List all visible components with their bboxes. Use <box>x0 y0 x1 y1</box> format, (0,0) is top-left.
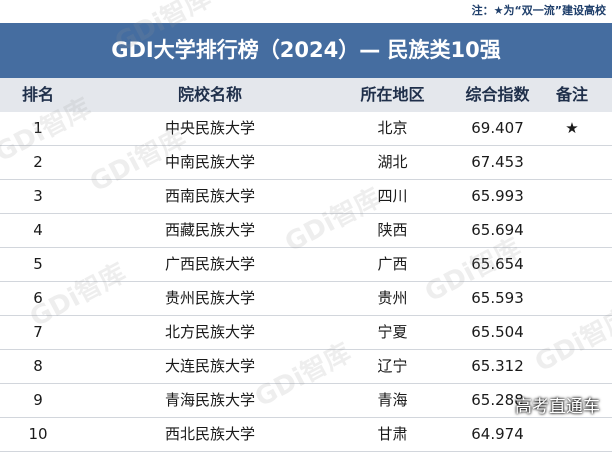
table-row: 6 贵州民族大学 贵州 65.593 <box>0 282 612 316</box>
school-cell: 广西民族大学 <box>164 255 255 273</box>
table-header: 排名 院校名称 所在地区 综合指数 备注 <box>0 78 612 112</box>
school-cell: 中南民族大学 <box>164 153 255 171</box>
score-cell: 65.312 <box>471 357 524 375</box>
rank-cell: 9 <box>33 391 43 409</box>
location-cell: 青海 <box>377 391 408 409</box>
header-location: 所在地区 <box>360 85 425 104</box>
score-cell: 65.993 <box>471 187 524 205</box>
location-cell: 湖北 <box>377 153 408 171</box>
table-row: 3 西南民族大学 四川 65.993 <box>0 180 612 214</box>
school-cell: 西南民族大学 <box>164 187 255 205</box>
footnote: 注：★为“双一流”建设高校 <box>471 4 606 17</box>
school-cell: 大连民族大学 <box>164 357 255 375</box>
score-cell: 67.453 <box>471 153 524 171</box>
rank-cell: 6 <box>33 289 43 307</box>
score-cell: 64.974 <box>471 425 524 443</box>
header-school: 院校名称 <box>177 85 242 104</box>
table-row: 8 大连民族大学 辽宁 65.312 <box>0 350 612 384</box>
source-credit: 高考直通车 <box>515 397 600 417</box>
rank-cell: 10 <box>28 425 48 443</box>
rank-cell: 3 <box>33 187 43 205</box>
rank-cell: 2 <box>33 153 43 171</box>
header-rank: 排名 <box>21 85 54 104</box>
table-title: GDI大学排行榜（2024）— 民族类10强 <box>0 23 612 78</box>
double-first-class-star-icon: ★ <box>565 119 579 137</box>
table-row: 10 西北民族大学 甘肃 64.974 <box>0 418 612 452</box>
table-row: 1 中央民族大学 北京 69.407 ★ <box>0 112 612 146</box>
location-cell: 贵州 <box>377 289 408 307</box>
table-row: 7 北方民族大学 宁夏 65.504 <box>0 316 612 350</box>
location-cell: 广西 <box>377 255 408 273</box>
school-cell: 北方民族大学 <box>164 323 255 341</box>
location-cell: 四川 <box>377 187 408 205</box>
rank-cell: 7 <box>33 323 43 341</box>
table-row: 4 西藏民族大学 陕西 65.694 <box>0 214 612 248</box>
rank-cell: 8 <box>33 357 43 375</box>
school-cell: 西北民族大学 <box>164 425 255 443</box>
score-cell: 65.593 <box>471 289 524 307</box>
location-cell: 辽宁 <box>377 357 408 375</box>
header-score: 综合指数 <box>465 85 530 104</box>
school-cell: 中央民族大学 <box>164 119 255 137</box>
score-cell: 65.654 <box>471 255 524 273</box>
score-cell: 69.407 <box>471 119 524 137</box>
location-cell: 北京 <box>377 119 408 137</box>
location-cell: 陕西 <box>377 221 408 239</box>
school-cell: 贵州民族大学 <box>164 289 255 307</box>
school-cell: 西藏民族大学 <box>164 221 255 239</box>
ranking-table-body: 1 中央民族大学 北京 69.407 ★ 2 中南民族大学 湖北 67.453 … <box>0 112 612 452</box>
location-cell: 甘肃 <box>377 425 408 443</box>
table-row: 9 青海民族大学 青海 65.288 <box>0 384 612 418</box>
school-cell: 青海民族大学 <box>164 391 255 409</box>
score-cell: 65.694 <box>471 221 524 239</box>
header-remark: 备注 <box>555 85 588 104</box>
score-cell: 65.288 <box>471 391 524 409</box>
rank-cell: 1 <box>33 119 43 137</box>
rank-cell: 5 <box>33 255 43 273</box>
table-row: 5 广西民族大学 广西 65.654 <box>0 248 612 282</box>
table-row: 2 中南民族大学 湖北 67.453 <box>0 146 612 180</box>
location-cell: 宁夏 <box>377 323 408 341</box>
score-cell: 65.504 <box>471 323 524 341</box>
rank-cell: 4 <box>33 221 43 239</box>
